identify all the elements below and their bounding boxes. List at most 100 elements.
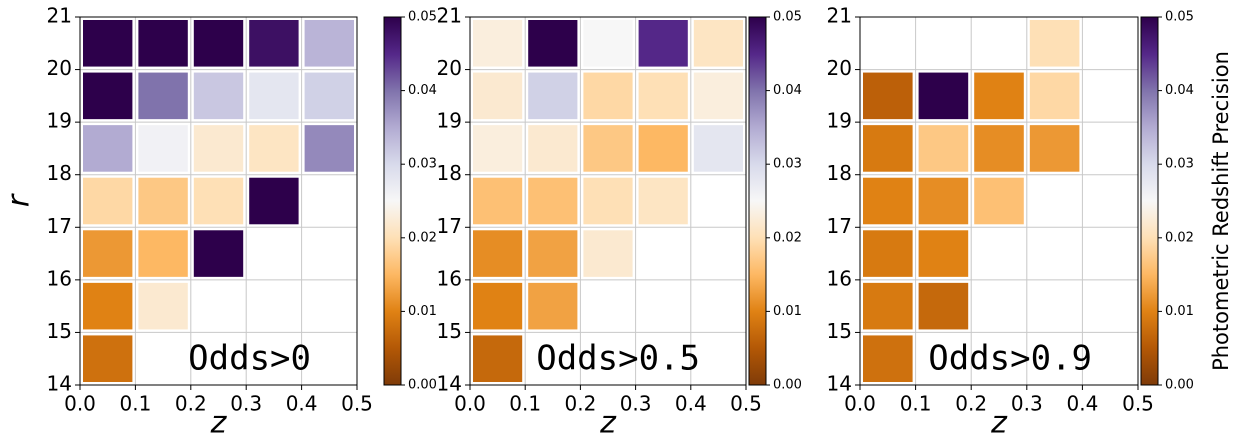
y-tick-label: 19 (47, 109, 72, 133)
colorbar-tick-label: 0.03 (408, 157, 437, 172)
y-tick-label: 14 (47, 372, 72, 396)
y-tick-label: 16 (437, 266, 462, 290)
x-tick-label: 0.4 (1066, 392, 1098, 416)
heat-cell (863, 282, 913, 330)
heat-cell (473, 125, 523, 172)
heat-cell (193, 72, 244, 120)
heat-cell (918, 230, 969, 277)
colorbar-tick-label: 0.05 (408, 10, 437, 25)
heat-cell (473, 335, 523, 382)
heat-cell (138, 125, 188, 172)
colorbar-tick-label: 0.00 (773, 378, 802, 393)
x-tick-label: 0.4 (675, 392, 707, 416)
heat-cell (693, 72, 743, 120)
colorbar (1140, 16, 1159, 386)
heat-cell (863, 230, 913, 277)
y-tick-label: 14 (437, 372, 462, 396)
heat-cell (1029, 72, 1080, 120)
x-tick-label: 0.5 (1122, 392, 1154, 416)
annotation: Odds>0.5 (536, 339, 700, 379)
y-tick-label: 17 (47, 214, 72, 238)
heat-cell (863, 72, 913, 120)
x-tick-label: 0.0 (64, 392, 96, 416)
heat-cell (693, 20, 743, 67)
y-tick-label: 19 (437, 109, 462, 133)
colorbar-tick-label: 0.02 (773, 230, 802, 245)
heat-cell (193, 20, 244, 67)
x-tick-label: 0.2 (955, 392, 987, 416)
y-tick-label: 15 (827, 319, 852, 343)
heat-cell (528, 282, 578, 330)
heat-cell (83, 230, 133, 277)
heat-cell (638, 177, 688, 225)
x-tick-label: 0.2 (564, 392, 596, 416)
heat-cell (473, 20, 523, 67)
heat-cell (304, 72, 354, 120)
heat-cell (249, 72, 299, 120)
heat-cell (918, 282, 969, 330)
heat-cell (304, 20, 354, 67)
colorbar-tick-label: 0.04 (408, 83, 437, 98)
panel: 0.0 0.1 0.2 0.3 0.4 0.5 14 15 16 17 18 19 20 21 z Odds>… (827, 4, 1233, 441)
colorbar-tick-label: 0.02 (1165, 230, 1194, 245)
x-tick-label: 0.3 (620, 392, 652, 416)
y-axis-label: r (2, 193, 37, 207)
annotation: Odds>0.9 (928, 339, 1092, 379)
heat-cell (1029, 20, 1080, 67)
y-tick-label: 16 (827, 266, 852, 290)
heat-cell (918, 177, 969, 225)
colorbar-tick-label: 0.05 (773, 10, 802, 25)
y-tick-label: 21 (827, 4, 852, 28)
x-tick-label: 0.1 (509, 392, 541, 416)
colorbar-tick-label: 0.01 (773, 304, 802, 319)
panel: 0.0 0.1 0.2 0.3 0.4 0.5 14 15 16 17 18 19 20 21 z Odds>… (437, 4, 802, 441)
x-axis-label: z (990, 406, 1008, 440)
heat-cell (249, 177, 299, 225)
y-tick-label: 17 (827, 214, 852, 238)
y-tick-label: 21 (437, 4, 462, 28)
y-tick-label: 18 (437, 161, 462, 185)
heat-cell (583, 72, 633, 120)
heat-cell (138, 282, 188, 330)
y-tick-label: 15 (437, 319, 462, 343)
heat-cell (249, 125, 299, 172)
x-axis-label: z (599, 406, 617, 440)
heat-cell (304, 125, 354, 172)
heat-cell (138, 20, 188, 67)
x-tick-label: 0.0 (844, 392, 876, 416)
heat-cell (528, 72, 578, 120)
colorbar-tick-label: 0.00 (1165, 378, 1194, 393)
heat-cell (583, 230, 633, 277)
heat-cell (193, 230, 244, 277)
y-tick-label: 21 (47, 4, 72, 28)
axes-frame (859, 16, 1139, 386)
heat-cell (473, 230, 523, 277)
colorbar-tick-label: 0.04 (1165, 83, 1194, 98)
colorbar-tick-label: 0.00 (408, 378, 437, 393)
colorbar-tick-label: 0.04 (773, 83, 802, 98)
colorbar-tick-label: 0.02 (408, 230, 437, 245)
x-tick-label: 0.3 (1011, 392, 1043, 416)
heat-cell (974, 72, 1024, 120)
colorbar (748, 16, 767, 386)
heat-cell (693, 125, 743, 172)
x-tick-label: 0.4 (286, 392, 318, 416)
annotation: Odds>0 (188, 339, 311, 379)
heat-cell (83, 20, 133, 67)
heat-cell (528, 230, 578, 277)
heat-cell (638, 20, 688, 67)
y-tick-label: 18 (47, 161, 72, 185)
y-tick-label: 16 (47, 266, 72, 290)
y-tick-label: 15 (47, 319, 72, 343)
heat-cell (638, 125, 688, 172)
colorbar-tick-label: 0.01 (408, 304, 437, 319)
panel: 0.0 0.1 0.2 0.3 0.4 0.5 14 15 16 17 18 19 20 21 z r Odds… (2, 4, 437, 441)
heat-cell (583, 20, 633, 67)
heat-cell (863, 335, 913, 382)
heat-cell (863, 125, 913, 172)
y-tick-label: 18 (827, 161, 852, 185)
colorbar-tick-label: 0.03 (773, 157, 802, 172)
heat-cell (138, 72, 188, 120)
heat-cell (473, 282, 523, 330)
